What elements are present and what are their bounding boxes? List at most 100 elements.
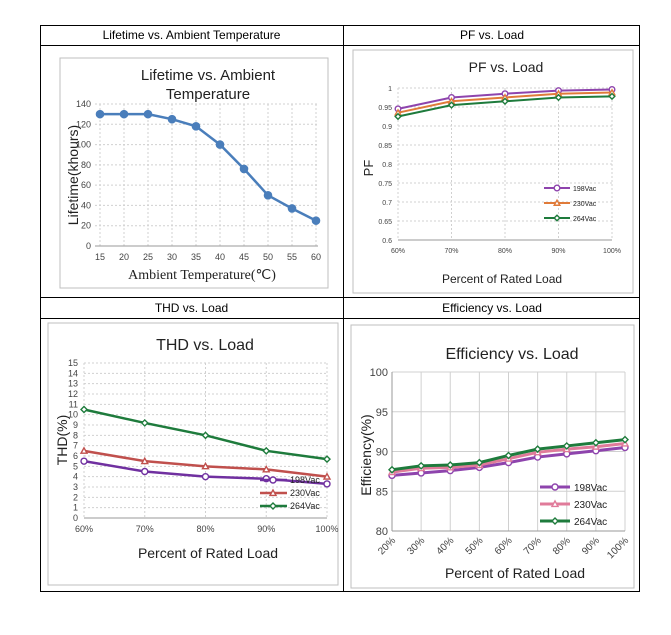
eff-title: Efficiency vs. Load: [445, 346, 578, 363]
lifetime-x-tick-label: 30: [167, 252, 177, 262]
thd-y-tick-label: 15: [68, 358, 78, 368]
thd-xlabel: Percent of Rated Load: [138, 545, 278, 561]
thd-point: [201, 461, 210, 470]
pf-y-tick-label: 0.6: [382, 238, 392, 245]
lifetime-point: [143, 109, 153, 119]
column-divider: [343, 25, 344, 592]
header-pf: PF vs. Load: [459, 28, 525, 42]
thd-y-tick-label: 7: [73, 441, 78, 451]
thd-point: [80, 457, 88, 465]
eff-y-tick-label: 90: [376, 447, 388, 459]
eff-point: [562, 441, 571, 450]
lifetime-point: [239, 164, 249, 174]
eff-point: [417, 461, 426, 470]
pf-y-tick-label: 1: [388, 86, 392, 93]
lifetime-x-tick-label: 25: [143, 252, 153, 262]
pf-point: [608, 92, 616, 101]
pf-y-tick-label: 0.65: [378, 219, 392, 226]
thd-point: [323, 480, 331, 488]
lifetime-y-tick-label: 100: [76, 140, 91, 150]
lifetime-point: [215, 140, 225, 149]
thd-point: [141, 467, 149, 476]
pf-y-tick-label: 0.7: [382, 200, 392, 207]
eff-y-tick-label: 80: [376, 526, 388, 538]
pf-x-tick-label: 80%: [498, 248, 512, 255]
eff-legend-marker: [550, 499, 560, 508]
thd-y-tick-label: 8: [73, 430, 78, 440]
lifetime-title-line1: Lifetime vs. Ambient: [141, 67, 276, 84]
thd-x-tick-label: 60%: [75, 524, 93, 534]
thd-legend-marker: [268, 488, 278, 497]
thd-title: THD vs. Load: [156, 337, 254, 354]
eff-point: [475, 458, 484, 467]
pf-legend-marker: [553, 214, 561, 222]
thd-legend-label: 230Vac: [290, 488, 320, 498]
eff-point: [504, 451, 513, 460]
lifetime-y-tick-label: 140: [76, 99, 91, 109]
eff-ylabel: Efficiency(%): [358, 414, 374, 495]
lifetime-point: [287, 204, 297, 213]
thd-ylabel: THD(%): [54, 415, 70, 466]
pf-point: [447, 101, 456, 109]
header-lifetime: Lifetime vs. Ambient Temperature: [102, 28, 281, 42]
lifetime-y-tick-label: 60: [81, 180, 91, 190]
pf-y-tick-label: 0.75: [378, 181, 392, 188]
pf-title: PF vs. Load: [469, 59, 544, 75]
lifetime-y-tick-label: 20: [81, 221, 91, 231]
lifetime-point: [311, 216, 321, 225]
lifetime-ylabel: Lifetime(khours): [65, 125, 81, 225]
pf-x-tick-label: 70%: [444, 248, 458, 255]
lifetime-x-tick-label: 15: [95, 252, 105, 262]
pf-xlabel: Percent of Rated Load: [442, 272, 562, 286]
pf-point: [394, 112, 402, 121]
thd-point: [262, 464, 271, 473]
thd-x-tick-label: 70%: [136, 524, 154, 534]
lifetime-title-line2: Temperature: [166, 86, 250, 103]
pf-legend-marker: [553, 198, 561, 206]
pf-y-tick-label: 0.8: [382, 162, 392, 169]
lifetime-point: [191, 122, 201, 131]
pf-legend-label: 198Vac: [573, 186, 597, 193]
eff-point: [446, 461, 455, 470]
eff-point: [388, 465, 396, 474]
eff-point: [591, 438, 600, 447]
pf-y-tick-label: 0.9: [382, 124, 392, 131]
eff-xlabel: Percent of Rated Load: [445, 565, 585, 581]
lifetime-point: [167, 114, 177, 124]
lifetime-point: [263, 190, 273, 200]
lifetime-x-tick-label: 55: [287, 252, 297, 262]
lifetime-point: [95, 109, 105, 119]
lifetime-y-tick-label: 0: [86, 241, 91, 251]
eff-legend-label: 264Vac: [574, 517, 607, 528]
lifetime-y-tick-label: 120: [76, 119, 91, 129]
thd-point: [323, 455, 331, 464]
lifetime-x-tick-label: 50: [263, 252, 273, 262]
thd-legend-marker: [269, 476, 277, 484]
pf-ylabel: PF: [361, 160, 376, 177]
eff-y-tick-label: 100: [370, 367, 388, 379]
thd-y-tick-label: 2: [73, 492, 78, 502]
lifetime-x-tick-label: 40: [215, 252, 225, 262]
pf-x-tick-label: 60%: [391, 248, 405, 255]
eff-point: [533, 445, 542, 454]
lifetime-y-tick-label: 80: [81, 160, 91, 170]
lifetime-series-line: [100, 112, 317, 222]
thd-y-tick-label: 4: [73, 472, 78, 482]
thd-y-tick-label: 14: [68, 368, 78, 378]
eff-chart-border: [350, 324, 635, 589]
eff-legend-marker: [551, 517, 559, 525]
thd-point: [79, 446, 89, 454]
header-divider-bottom: [40, 318, 640, 319]
thd-legend-label: 198Vac: [290, 475, 320, 485]
pf-legend-label: 264Vac: [573, 216, 597, 223]
pf-chart-border: [352, 49, 634, 294]
thd-point: [262, 446, 271, 455]
eff-legend-marker: [551, 483, 559, 491]
header-divider-top: [40, 45, 640, 46]
lifetime-x-tick-label: 20: [119, 252, 129, 262]
lifetime-chart-border: [59, 57, 329, 289]
thd-y-tick-label: 6: [73, 451, 78, 461]
thd-point: [322, 472, 332, 480]
pf-x-tick-label: 90%: [551, 248, 565, 255]
